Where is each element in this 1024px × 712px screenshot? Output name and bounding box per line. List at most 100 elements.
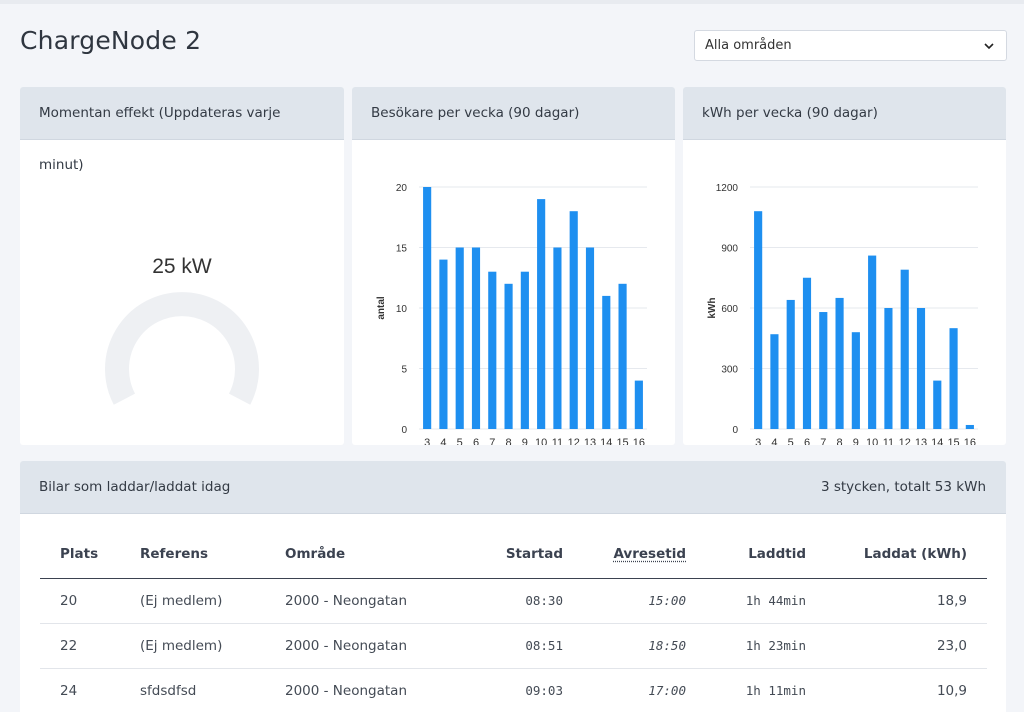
col-laddtid[interactable]: Laddtid: [706, 531, 826, 579]
x-tick-label: 14: [600, 437, 612, 445]
bar: [553, 247, 562, 429]
y-tick-label: 0: [732, 425, 738, 436]
cell-laddat: 10,9: [826, 668, 987, 712]
y-tick-label: 600: [721, 304, 738, 315]
x-tick-label: 5: [788, 437, 794, 445]
power-gauge: [105, 292, 259, 405]
bar: [520, 271, 529, 429]
visitors-card-title: Besökare per vecka (90 dagar): [352, 87, 675, 140]
table-row[interactable]: 20 (Ej medlem) 2000 - Neongatan 08:30 15…: [40, 578, 987, 624]
bar: [900, 269, 909, 429]
x-tick-label: 6: [473, 437, 479, 445]
cell-laddtid: 1h 11min: [706, 668, 826, 712]
col-startad[interactable]: Startad: [450, 531, 583, 579]
area-select[interactable]: Alla områden: [694, 30, 1007, 61]
cell-laddtid: 1h 44min: [706, 578, 826, 624]
y-tick-label: 5: [401, 365, 407, 376]
cell-startad: 09:03: [450, 668, 583, 712]
page-title: ChargeNode 2: [20, 26, 202, 55]
cell-startad: 08:30: [450, 578, 583, 624]
bar: [569, 211, 578, 429]
top-strip: [0, 0, 1024, 4]
table-row[interactable]: 24 sfdsdfsd 2000 - Neongatan 09:03 17:00…: [40, 668, 987, 712]
x-tick-label: 13: [915, 437, 927, 445]
kwh-card: kWh per vecka (90 dagar) 0 300 600 900 1200 3…: [683, 87, 1006, 445]
y-axis-label: antal: [376, 296, 387, 320]
bar: [835, 297, 844, 429]
x-tick-label: 13: [584, 437, 596, 445]
bar: [537, 199, 546, 429]
chevron-down-icon: [984, 43, 994, 50]
kwh-card-title: kWh per vecka (90 dagar): [683, 87, 1006, 140]
x-tick-label: 7: [489, 437, 495, 445]
cars-summary: 3 stycken, totalt 53 kWh: [820, 479, 986, 495]
bar: [585, 247, 595, 429]
x-tick-label: 15: [947, 437, 959, 445]
y-tick-label: 15: [396, 244, 408, 255]
x-tick-label: 14: [931, 437, 943, 445]
x-tick-label: 11: [883, 437, 894, 445]
x-tick-label: 9: [853, 437, 859, 445]
cell-laddat: 18,9: [826, 578, 987, 624]
cell-referens: (Ej medlem): [120, 623, 265, 669]
gauge-track: [105, 292, 259, 405]
cell-laddat: 23,0: [826, 623, 987, 669]
x-tick-label: 11: [552, 437, 563, 445]
x-tick-label: 16: [633, 437, 645, 445]
cell-referens: (Ej medlem): [120, 578, 265, 624]
y-tick-label: 1200: [716, 183, 739, 194]
bar: [884, 308, 893, 429]
cell-plats: 22: [40, 623, 120, 669]
bar: [471, 247, 481, 429]
cell-plats: 24: [40, 668, 120, 712]
bar: [933, 380, 942, 429]
cars-card: Bilar som laddar/laddat idag 3 stycken, …: [20, 461, 1006, 712]
col-referens[interactable]: Referens: [120, 531, 265, 579]
x-tick-label: 4: [440, 437, 446, 445]
y-axis-label: kWh: [707, 297, 718, 318]
y-tick-label: 20: [396, 183, 408, 194]
bar: [949, 328, 958, 429]
y-tick-label: 10: [396, 304, 408, 315]
x-tick-label: 10: [535, 437, 547, 445]
cell-avresetid: 17:00: [583, 668, 706, 712]
bar: [819, 312, 828, 429]
col-laddat[interactable]: Laddat (kWh): [826, 531, 987, 579]
cell-referens: sfdsdfsd: [120, 668, 265, 712]
x-tick-label: 3: [424, 437, 430, 445]
x-tick-label: 9: [522, 437, 528, 445]
x-tick-label: 8: [506, 437, 512, 445]
y-tick-label: 300: [721, 365, 738, 376]
x-tick-label: 6: [804, 437, 810, 445]
cell-avresetid: 18:50: [583, 623, 706, 669]
bar: [618, 283, 627, 429]
bar: [439, 259, 448, 429]
power-card-title: Momentan effekt (Uppdateras varje minut): [20, 87, 344, 173]
bar: [802, 277, 812, 429]
visitors-chart: 05101520345678910111213141516Veckaantal: [376, 183, 647, 445]
table-row[interactable]: 22 (Ej medlem) 2000 - Neongatan 08:51 18…: [40, 623, 987, 669]
x-tick-label: 12: [568, 437, 580, 445]
bar: [455, 247, 464, 429]
bar: [602, 295, 611, 429]
bar: [916, 308, 926, 429]
cell-omrade: 2000 - Neongatan: [265, 668, 450, 712]
x-tick-label: 4: [771, 437, 777, 445]
col-avresetid-label: Avresetid: [613, 546, 686, 563]
col-plats[interactable]: Plats: [40, 531, 120, 579]
area-select-value: Alla områden: [705, 38, 792, 53]
cell-omrade: 2000 - Neongatan: [265, 623, 450, 669]
bar: [965, 424, 974, 429]
cell-plats: 20: [40, 578, 120, 624]
x-tick-label: 16: [964, 437, 976, 445]
cars-table: Plats Referens Område Startad Avresetid …: [40, 531, 987, 712]
cars-card-header: Bilar som laddar/laddat idag 3 stycken, …: [20, 461, 1006, 514]
col-omrade[interactable]: Område: [265, 531, 450, 579]
bar: [868, 255, 877, 429]
y-tick-label: 900: [721, 244, 738, 255]
bar: [423, 187, 432, 429]
col-avresetid[interactable]: Avresetid: [583, 531, 706, 579]
x-tick-label: 3: [755, 437, 761, 445]
bar: [488, 271, 497, 429]
x-tick-label: 12: [899, 437, 911, 445]
